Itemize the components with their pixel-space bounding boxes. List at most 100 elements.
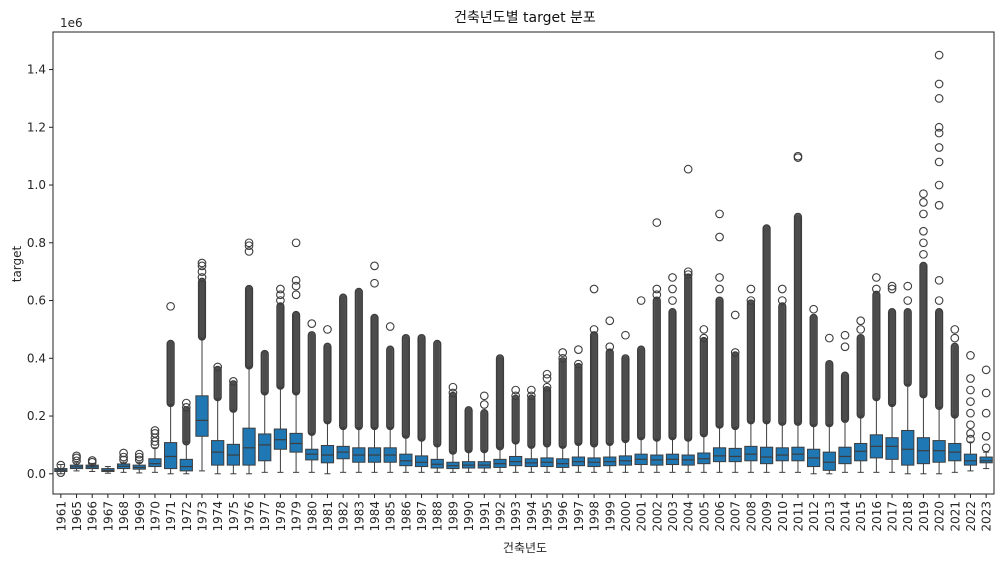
x-tick-label: 1976 <box>243 501 257 532</box>
outlier-point <box>903 296 913 305</box>
box-group-2016 <box>869 273 883 473</box>
box-group-1999 <box>603 316 617 473</box>
x-tick-label: 1985 <box>384 501 398 532</box>
outlier-point <box>715 273 724 282</box>
outlier-point <box>872 273 881 282</box>
box-group-1989 <box>446 382 460 473</box>
box-2015 <box>854 442 868 462</box>
x-tick-label: 2014 <box>839 501 853 532</box>
x-tick-label: 2013 <box>823 501 837 532</box>
box-group-2003 <box>665 273 680 473</box>
outlier-point <box>668 273 677 282</box>
x-tick-label: 1977 <box>258 501 272 532</box>
y-axis-label: target <box>10 245 24 282</box>
outlier-point <box>746 296 756 305</box>
outlier-point <box>276 284 285 294</box>
outlier-point <box>652 218 662 227</box>
outlier-point <box>950 325 960 334</box>
outlier-point <box>323 325 332 334</box>
x-tick-label: 2004 <box>682 501 696 532</box>
box-group-2020 <box>932 50 946 475</box>
box-1979 <box>289 432 303 453</box>
outlier-point <box>150 426 160 435</box>
x-tick-label: 1990 <box>462 501 476 532</box>
outlier-point <box>589 325 599 334</box>
y-tick-label: 0.8 <box>27 236 46 250</box>
outlier-point <box>574 359 583 369</box>
outlier-point <box>981 365 991 375</box>
outlier-point <box>699 333 709 343</box>
box-2020 <box>932 440 946 463</box>
box-group-2004 <box>681 164 695 473</box>
outlier-point <box>197 261 207 271</box>
outlier-point <box>652 284 662 294</box>
box-group-1995 <box>540 369 554 473</box>
x-tick-label: 1980 <box>305 501 319 532</box>
box-group-1998 <box>587 284 601 473</box>
outlier-point <box>213 362 223 372</box>
outlier-point <box>683 164 693 174</box>
box-1970 <box>148 458 162 468</box>
chart-title: 건축년도별 target 분포 <box>454 10 596 26</box>
box-2018 <box>901 429 915 466</box>
outlier-point <box>119 452 128 462</box>
x-tick-label: 2003 <box>666 501 680 532</box>
x-tick-label: 1988 <box>431 501 445 532</box>
box-group-1966 <box>85 456 99 472</box>
x-tick-label: 2009 <box>760 501 774 532</box>
outlier-point <box>511 385 521 395</box>
x-axis-label: 건축년도 <box>503 541 547 555</box>
box-group-1991 <box>477 391 491 473</box>
x-tick-label: 2007 <box>729 501 743 532</box>
outlier-point <box>621 330 630 340</box>
outlier-point <box>72 451 81 461</box>
outlier-point <box>715 232 724 242</box>
outlier-point <box>966 434 975 444</box>
outlier-point <box>777 284 787 294</box>
x-tick-label: 1965 <box>70 501 84 532</box>
x-tick-label: 1992 <box>493 501 507 532</box>
x-tick-label: 2021 <box>948 501 962 532</box>
x-tick-label: 2000 <box>619 501 633 532</box>
outlier-point <box>197 273 207 282</box>
box-1971 <box>164 442 178 470</box>
x-tick-label: 2019 <box>917 501 931 532</box>
box-group-1984 <box>367 261 382 473</box>
x-tick-label: 1979 <box>290 501 304 532</box>
box-1977 <box>258 433 272 462</box>
box-group-2007 <box>728 310 742 473</box>
box-group-1996 <box>556 348 570 473</box>
outlier-point <box>134 455 144 465</box>
outlier-point <box>919 238 928 248</box>
x-tick-label: 1984 <box>368 501 382 532</box>
outlier-point <box>448 382 458 392</box>
outlier-point <box>903 281 913 291</box>
outlier-point <box>966 429 975 438</box>
x-tick-label: 1994 <box>525 501 539 532</box>
outlier-point <box>793 151 803 161</box>
x-tick-label: 1997 <box>572 501 586 532</box>
outlier-point <box>150 429 160 438</box>
plot-frame <box>52 31 995 495</box>
x-tick-label: 1969 <box>133 501 147 532</box>
x-tick-label: 1983 <box>352 501 366 532</box>
box-group-1985 <box>383 322 397 473</box>
x-tick-label: 1973 <box>195 501 209 532</box>
box-group-1965 <box>69 451 84 472</box>
box-1973 <box>195 395 209 437</box>
outlier-point <box>966 374 975 383</box>
x-tick-label: 1995 <box>541 501 555 532</box>
x-tick-label: 1978 <box>274 501 288 532</box>
outlier-point <box>479 391 489 401</box>
box-group-2012 <box>807 304 821 475</box>
box-2014 <box>838 446 852 465</box>
outlier-point <box>934 296 944 305</box>
outlier-point <box>276 290 285 300</box>
box-group-2018 <box>901 281 915 475</box>
x-tick-label: 2011 <box>791 501 805 532</box>
outlier-point <box>966 397 975 406</box>
outlier-point <box>244 238 254 248</box>
outlier-point <box>291 281 301 291</box>
y-tick-label: 0.4 <box>27 351 46 365</box>
